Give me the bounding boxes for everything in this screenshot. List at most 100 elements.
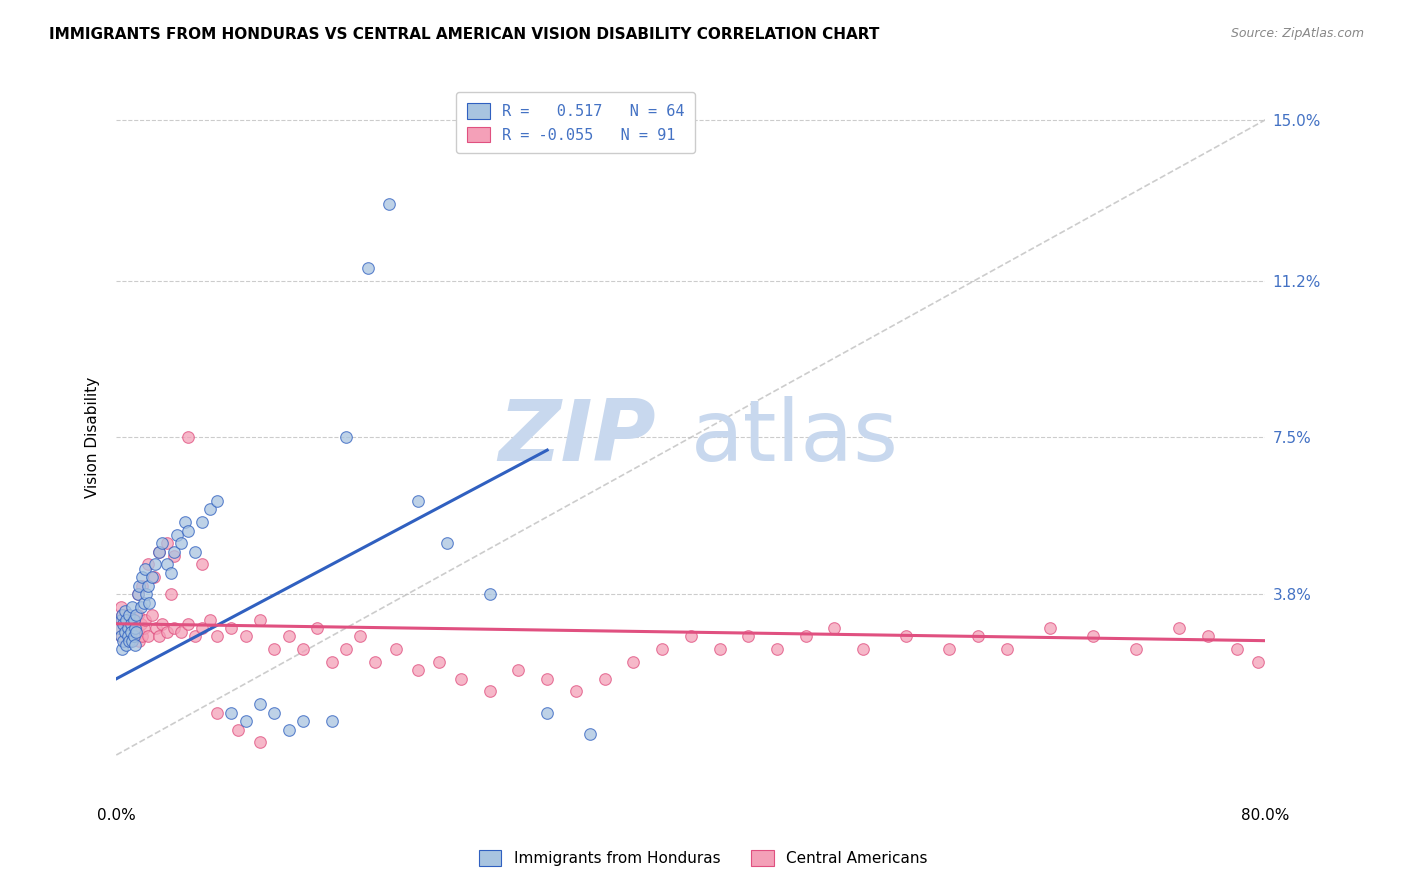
Point xyxy=(129,599,152,614)
Point xyxy=(198,502,221,516)
Point xyxy=(277,723,299,737)
Point xyxy=(110,613,132,627)
Point xyxy=(110,630,132,644)
Point xyxy=(160,587,183,601)
Point xyxy=(163,545,186,559)
Point xyxy=(135,587,157,601)
Point xyxy=(124,630,146,644)
Point xyxy=(1247,655,1270,669)
Point xyxy=(134,562,156,576)
Point xyxy=(131,579,153,593)
Point xyxy=(111,613,134,627)
Point xyxy=(120,616,142,631)
Point xyxy=(118,616,141,631)
Point xyxy=(205,630,228,644)
Point xyxy=(111,608,134,623)
Point xyxy=(134,613,156,627)
Point xyxy=(177,524,200,538)
Point xyxy=(118,608,141,623)
Point xyxy=(378,197,401,211)
Point xyxy=(124,621,146,635)
Point xyxy=(148,545,170,559)
Point xyxy=(277,630,299,644)
Point xyxy=(406,663,429,677)
Point xyxy=(249,613,271,627)
Point xyxy=(142,570,165,584)
Point xyxy=(125,608,148,623)
Point xyxy=(127,587,149,601)
Point xyxy=(150,616,173,631)
Point xyxy=(143,558,166,572)
Text: IMMIGRANTS FROM HONDURAS VS CENTRAL AMERICAN VISION DISABILITY CORRELATION CHART: IMMIGRANTS FROM HONDURAS VS CENTRAL AMER… xyxy=(49,27,880,42)
Point xyxy=(117,625,139,640)
Point xyxy=(120,625,142,640)
Point xyxy=(478,587,501,601)
Point xyxy=(128,633,150,648)
Point xyxy=(1125,642,1147,657)
Point xyxy=(155,558,177,572)
Point xyxy=(114,633,136,648)
Point xyxy=(794,630,817,644)
Point xyxy=(118,633,141,648)
Point xyxy=(112,616,135,631)
Text: Source: ZipAtlas.com: Source: ZipAtlas.com xyxy=(1230,27,1364,40)
Point xyxy=(896,630,918,644)
Point xyxy=(120,630,142,644)
Point xyxy=(112,633,135,648)
Point xyxy=(110,599,132,614)
Point xyxy=(122,613,145,627)
Point xyxy=(117,621,139,635)
Point xyxy=(112,616,135,631)
Text: ZIP: ZIP xyxy=(499,396,657,479)
Point xyxy=(111,608,134,623)
Point xyxy=(335,642,357,657)
Point xyxy=(364,655,387,669)
Point xyxy=(136,579,159,593)
Point xyxy=(709,642,731,657)
Point xyxy=(307,621,329,635)
Point xyxy=(114,625,136,640)
Point xyxy=(117,625,139,640)
Point xyxy=(131,630,153,644)
Point xyxy=(1039,621,1062,635)
Point xyxy=(429,655,451,669)
Point xyxy=(132,596,155,610)
Point xyxy=(191,515,214,529)
Point xyxy=(292,714,315,728)
Point xyxy=(852,642,875,657)
Point xyxy=(321,655,343,669)
Point xyxy=(1081,630,1104,644)
Point xyxy=(150,536,173,550)
Point xyxy=(121,599,143,614)
Point xyxy=(127,587,149,601)
Point xyxy=(184,545,207,559)
Point xyxy=(967,630,990,644)
Point xyxy=(170,625,193,640)
Point xyxy=(122,613,145,627)
Point xyxy=(292,642,315,657)
Point xyxy=(111,642,134,657)
Point xyxy=(1168,621,1191,635)
Point xyxy=(125,625,148,640)
Point xyxy=(536,672,558,686)
Point xyxy=(349,630,371,644)
Point xyxy=(163,549,186,563)
Point xyxy=(166,528,188,542)
Point xyxy=(131,570,153,584)
Point xyxy=(124,638,146,652)
Point xyxy=(174,515,197,529)
Point xyxy=(163,621,186,635)
Point xyxy=(995,642,1018,657)
Point xyxy=(155,536,177,550)
Point xyxy=(1197,630,1219,644)
Point xyxy=(205,494,228,508)
Point xyxy=(114,604,136,618)
Legend: R =   0.517   N = 64, R = -0.055   N = 91: R = 0.517 N = 64, R = -0.055 N = 91 xyxy=(457,92,696,153)
Point xyxy=(436,536,458,550)
Point xyxy=(385,642,408,657)
Point xyxy=(579,727,602,741)
Point xyxy=(565,684,588,698)
Point xyxy=(136,630,159,644)
Point xyxy=(450,672,472,686)
Point xyxy=(141,608,163,623)
